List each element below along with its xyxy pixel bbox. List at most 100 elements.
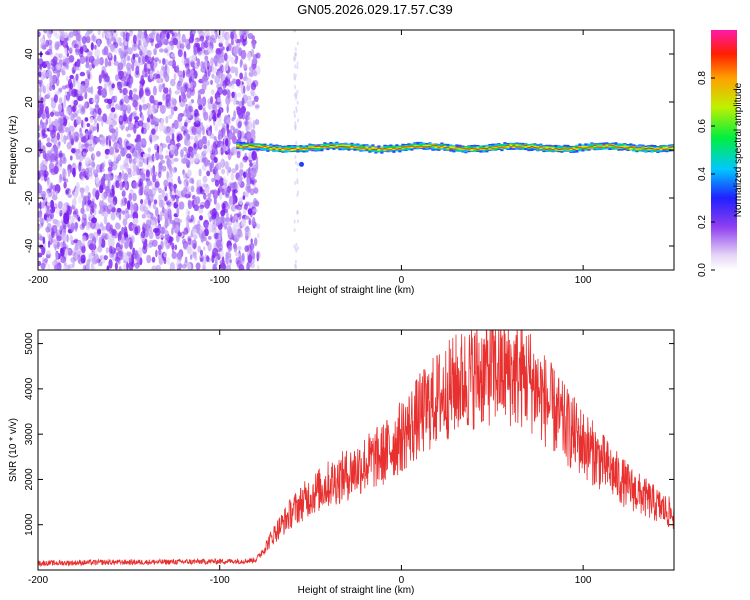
spectrogram-cell (121, 44, 125, 51)
spectrogram-cell (198, 207, 204, 214)
spectrogram-cell (210, 96, 213, 104)
spectrogram-cell (58, 179, 61, 184)
spectrogram-cell (38, 152, 41, 158)
spectrogram-cell (159, 145, 163, 155)
spectrogram-cell (52, 30, 58, 37)
colorbar-tick-label: 0.0 (697, 263, 708, 277)
spectrogram-cell (183, 181, 187, 189)
spectrogram-cell (237, 230, 243, 236)
spectrogram-cell (173, 157, 179, 162)
spectrogram-cell (237, 253, 240, 258)
spectrogram-cell (213, 150, 219, 155)
spectrogram-cell (45, 118, 49, 126)
spectrogram-cell (257, 264, 260, 270)
spectrogram-cell (140, 199, 144, 205)
spectrogram-cell (137, 120, 144, 127)
spectrogram-cell (52, 68, 58, 74)
spectrogram-cell (62, 58, 68, 64)
spectrogram-cell (108, 80, 112, 86)
spectrogram-cell (68, 47, 73, 54)
spectrogram-cell (294, 47, 297, 52)
spectrogram-cell (199, 204, 205, 209)
spectrogram-cell (72, 214, 77, 221)
spectrogram-cell (77, 239, 82, 246)
spectrogram-cell (163, 252, 167, 258)
spectrogram-cell (116, 250, 123, 261)
spectrogram-cell (128, 89, 133, 97)
spectrogram-cell (213, 141, 217, 149)
spectrogram-cell (155, 78, 162, 84)
spectrogram-cell (88, 146, 95, 152)
spectrogram-cell (88, 64, 93, 72)
spectrogram-cell (185, 63, 190, 69)
spectrogram-cell (171, 133, 175, 142)
spectrogram-cell (39, 201, 42, 210)
spectrogram-cell (294, 125, 297, 129)
spectrogram-cell (166, 32, 170, 40)
spectrogram-cell (186, 220, 190, 229)
spectrogram-cell (225, 265, 232, 270)
spectrogram-cell (81, 199, 85, 210)
spectrogram-cell (120, 98, 124, 105)
spectrogram-cell (56, 64, 61, 71)
spectrogram-cell (141, 95, 146, 104)
spectrogram-cell (39, 37, 45, 44)
spectrogram-cell (193, 142, 197, 149)
spectrogram-cell (107, 135, 112, 141)
spectrogram-cell (55, 77, 60, 87)
spectrogram-ytick-label: 40 (24, 48, 35, 60)
spectrogram-cell (294, 121, 297, 126)
spectrogram-cell (228, 43, 232, 52)
spectrogram-cell (121, 210, 126, 215)
spectrogram-cell (210, 89, 215, 95)
spectrogram-cell (215, 173, 220, 182)
spectrogram-cell (134, 263, 140, 269)
spectrogram-cell (245, 114, 248, 123)
spectrogram-cell (59, 118, 64, 127)
spectrogram-cell (38, 225, 41, 230)
spectrogram-cell (171, 97, 174, 103)
spectrogram-cell (124, 181, 128, 190)
spectrogram-cell (47, 240, 51, 248)
spectrogram-cell (151, 256, 156, 263)
spectrogram-cell (143, 157, 148, 166)
spectrogram-cell (113, 120, 117, 126)
spectrogram-cell (96, 115, 103, 122)
spectrogram-cell (57, 103, 63, 112)
spectrogram-cell (149, 69, 154, 80)
spectrogram-cell (76, 149, 82, 160)
spectrogram-cell (185, 70, 191, 78)
spectrogram-cell (40, 97, 44, 102)
spectrogram-cell (184, 138, 188, 146)
spectrogram-cell (70, 147, 76, 154)
spectrogram-cell (73, 191, 78, 200)
spectrogram-cell (253, 70, 258, 77)
spectrogram-cell (174, 244, 178, 251)
spectrogram-cell (297, 190, 299, 195)
spectrogram-cell (51, 194, 58, 201)
spectrogram-cell (46, 208, 51, 218)
snr-ylabel: SNR (10 * v/v) (8, 418, 19, 482)
spectrogram-cell (141, 103, 148, 111)
spectrogram-cell (81, 241, 85, 247)
spectrogram-cell (115, 157, 120, 164)
spectrogram-cell (62, 114, 67, 122)
spectrogram-cell (132, 34, 137, 44)
spectrogram-cell (120, 70, 124, 78)
spectrogram-cell (165, 115, 169, 124)
spectrogram-cell (108, 52, 112, 59)
spectrogram-cell (38, 171, 41, 181)
spectrogram-cell (99, 222, 104, 228)
spectrogram-cell (209, 209, 215, 216)
spectrogram-cell (293, 93, 296, 98)
spectrogram-cell (85, 62, 90, 69)
spectrogram-cell (87, 30, 93, 35)
spectrogram-cell (174, 167, 178, 172)
spectrogram-cell (187, 146, 193, 153)
spectrogram-cell (187, 262, 192, 270)
spectrogram-cell (42, 145, 46, 155)
spectrogram-cell (248, 66, 255, 72)
spectrogram-cell (105, 185, 111, 194)
spectrogram-cell (99, 163, 103, 173)
spectrogram-cell (249, 180, 255, 185)
